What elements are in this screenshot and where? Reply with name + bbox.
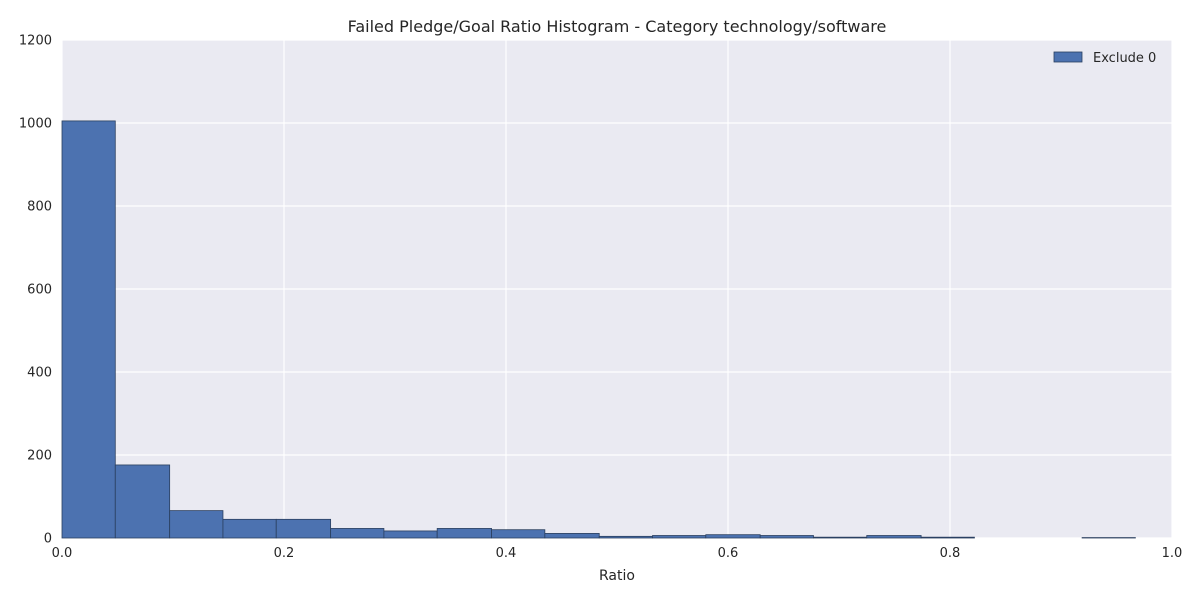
gridlines	[61, 39, 1173, 539]
x-axis-label: Ratio	[599, 568, 635, 584]
y-tick-label: 200	[27, 449, 52, 464]
histogram-bar	[920, 536, 975, 539]
histogram-bar	[436, 528, 492, 539]
histogram-bars	[61, 120, 1136, 539]
histogram-bar	[544, 533, 600, 539]
legend-label-exclude-0: Exclude 0	[1093, 51, 1156, 66]
histogram-bar	[383, 530, 438, 539]
histogram-bar	[759, 535, 814, 539]
y-tick-label: 800	[27, 200, 52, 215]
histogram-bar	[866, 535, 922, 539]
histogram-bar	[598, 535, 653, 539]
x-tick-labels: 0.0 0.2 0.4 0.6 0.8 1.0	[52, 546, 1183, 561]
histogram-bar	[275, 518, 332, 539]
histogram-bar	[330, 528, 385, 539]
chart-title: Failed Pledge/Goal Ratio Histogram - Cat…	[348, 17, 887, 36]
histogram-bar	[114, 464, 171, 539]
y-tick-label: 1000	[19, 117, 52, 132]
y-tick-label: 400	[27, 366, 52, 381]
x-tick-label: 0.2	[274, 546, 295, 561]
histogram-bar	[705, 534, 761, 539]
y-tick-label: 600	[27, 283, 52, 298]
histogram-bar	[169, 510, 224, 539]
x-tick-label: 0.0	[52, 546, 73, 561]
histogram-bar	[652, 535, 707, 539]
x-tick-label: 0.8	[940, 546, 961, 561]
histogram-bar	[222, 518, 277, 539]
histogram-bar	[61, 120, 116, 539]
x-tick-label: 1.0	[1162, 546, 1183, 561]
x-tick-label: 0.6	[718, 546, 739, 561]
x-tick-label: 0.4	[496, 546, 517, 561]
y-tick-label: 1200	[19, 34, 52, 49]
y-tick-labels: 0 200 400 600 800 1000 1200	[19, 34, 52, 547]
y-tick-label: 0	[44, 532, 52, 547]
legend: Exclude 0	[1053, 51, 1156, 66]
histogram-bar	[813, 536, 868, 539]
legend-swatch-exclude-0	[1053, 51, 1083, 63]
histogram-bar	[491, 529, 546, 539]
